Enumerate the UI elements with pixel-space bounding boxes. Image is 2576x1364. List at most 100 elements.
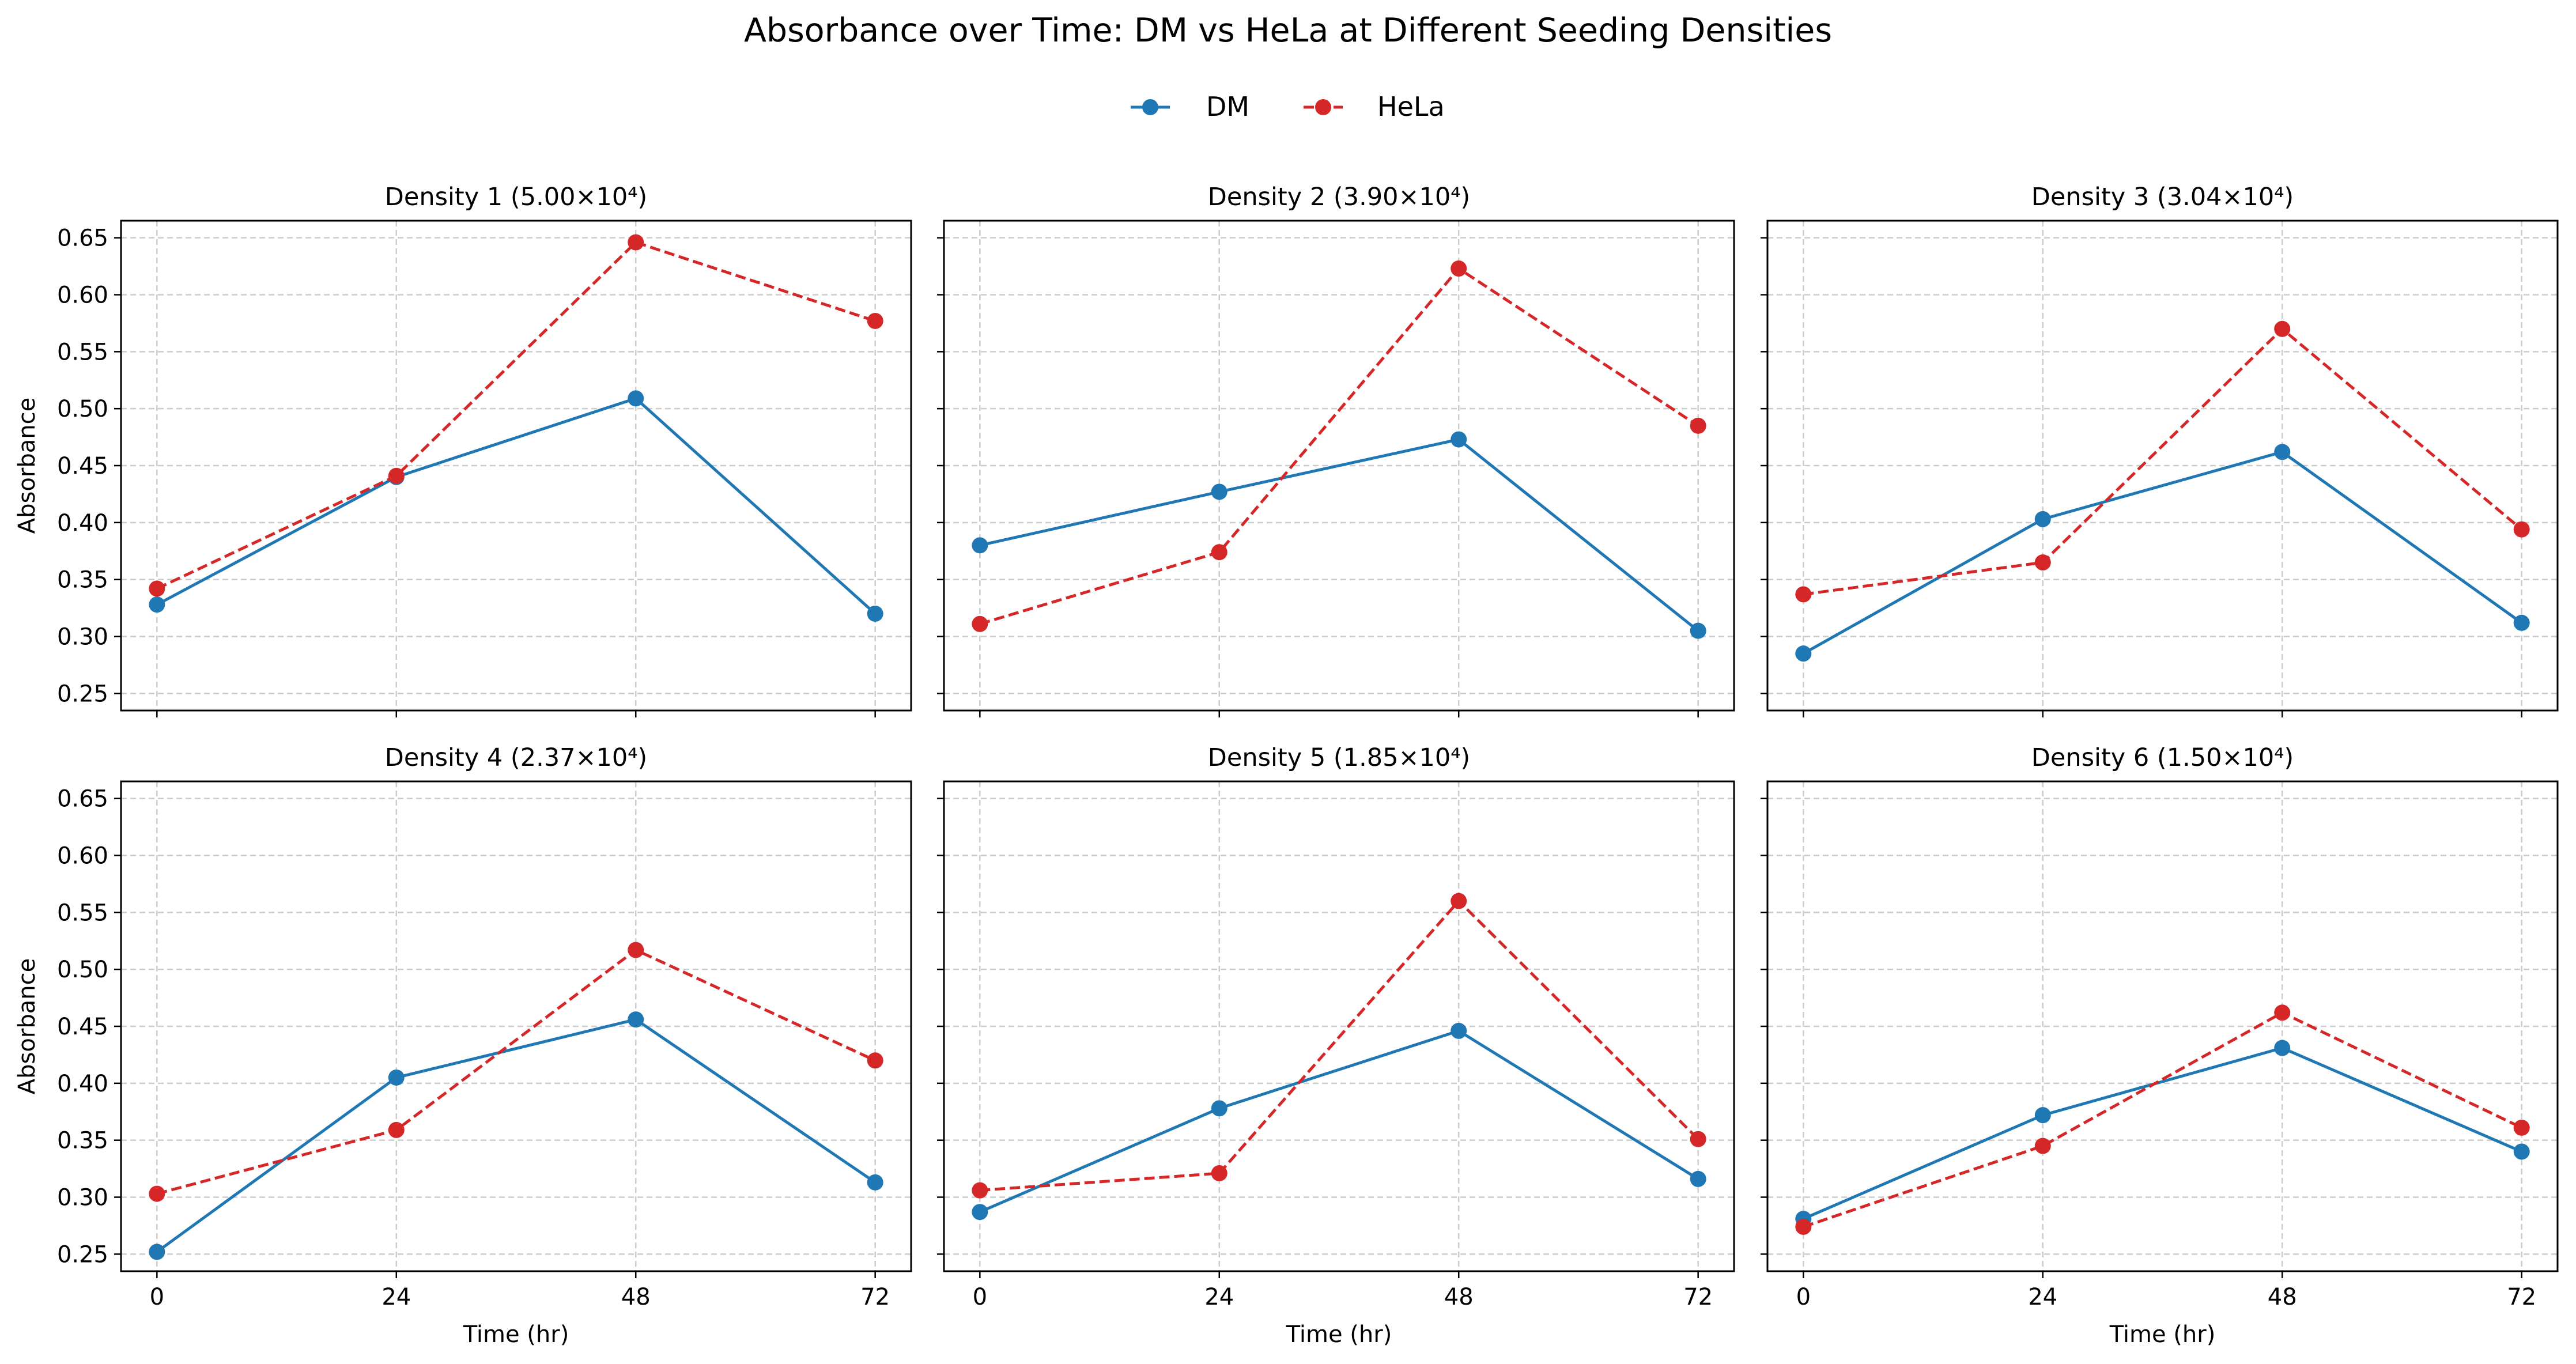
y-tick-label: 0.35: [57, 1128, 108, 1154]
x-axis-label: Time (hr): [1286, 1321, 1392, 1348]
y-tick-label: 0.30: [57, 624, 108, 651]
series-line-hela: [980, 898, 1699, 1192]
data-point-dm: [149, 1244, 165, 1260]
data-point-hela: [2034, 1138, 2051, 1154]
data-point-hela: [388, 1121, 405, 1138]
y-tick-label: 0.25: [57, 1241, 108, 1268]
data-point-hela: [2274, 1004, 2291, 1021]
plot-area: [121, 781, 911, 1271]
data-point-dm: [1690, 1170, 1706, 1187]
plot-frame: [1766, 220, 2559, 712]
plot-area: [1767, 781, 2558, 1271]
data-point-dm: [388, 1069, 405, 1086]
data-point-dm: [628, 1011, 644, 1028]
data-point-hela: [149, 580, 165, 597]
legend-marker-dm: [1142, 99, 1158, 115]
panel-density-6: 0 24 48 72 Density 6 (1.50×10⁴) Time (hr): [1761, 743, 2559, 1348]
plot-area: [944, 781, 1734, 1271]
data-point-dm: [2513, 614, 2530, 631]
y-tick-label: 0.55: [57, 339, 108, 365]
y-tick-label: 0.65: [57, 225, 108, 252]
panels: 0.25 0.30 0.35 0.40 0.45 0.50 0.55 0.60 0.65 Dens…: [14, 183, 2559, 1348]
data-point-dm: [2274, 1040, 2291, 1056]
legend-marker-hela: [1315, 99, 1331, 115]
data-point-dm: [972, 1204, 988, 1221]
x-tick-label: 48: [621, 1284, 651, 1310]
y-axis-label: Absorbance: [14, 398, 40, 534]
data-point-hela: [628, 234, 644, 251]
data-point-hela: [388, 467, 405, 484]
data-point-dm: [1211, 483, 1227, 500]
data-point-dm: [1451, 1022, 1467, 1039]
data-point-dm: [628, 390, 644, 407]
figure-title: Absorbance over Time: DM vs HeLa at Diff…: [744, 12, 1832, 50]
data-point-hela: [1451, 260, 1467, 277]
data-point-hela: [867, 1052, 883, 1069]
data-point-hela: [1690, 1131, 1706, 1147]
data-point-hela: [1690, 417, 1706, 434]
x-axis-label: Time (hr): [463, 1321, 569, 1348]
y-tick-label: 0.40: [57, 510, 108, 536]
x-tick-label: 0: [973, 1284, 987, 1310]
x-tick-label: 24: [2028, 1284, 2057, 1310]
data-point-hela: [1211, 544, 1227, 561]
data-point-hela: [972, 615, 988, 632]
y-tick-label: 0.25: [57, 681, 108, 707]
y-tick-label: 0.50: [57, 396, 108, 422]
panel-title: Density 3 (3.04×10⁴): [2031, 183, 2294, 211]
x-tick-label: 72: [860, 1284, 890, 1310]
panel-density-4: 0.25 0.30 0.35 0.40 0.45 0.50 0.55 0.60 0.65 0 24 4…: [14, 743, 912, 1348]
data-point-dm: [149, 596, 165, 613]
data-point-dm: [2513, 1143, 2530, 1160]
series-line-hela: [156, 948, 876, 1195]
data-point-dm: [1211, 1100, 1227, 1117]
plot-frame: [943, 220, 1735, 712]
data-point-dm: [2034, 511, 2051, 527]
data-point-dm: [1451, 431, 1467, 448]
panel-title: Density 4 (2.37×10⁴): [385, 743, 647, 772]
series-line-dm: [156, 1018, 877, 1253]
data-point-hela: [1795, 1218, 1812, 1235]
y-tick-label: 0.60: [57, 282, 108, 308]
y-tick-label: 0.45: [57, 453, 108, 479]
plot-frame: [1766, 780, 2559, 1272]
panel-title: Density 5 (1.85×10⁴): [1208, 743, 1470, 772]
panel-title: Density 1 (5.00×10⁴): [385, 183, 647, 211]
y-tick-label: 0.30: [57, 1185, 108, 1211]
legend: DM HeLa: [1131, 91, 1445, 122]
data-point-dm: [972, 537, 988, 554]
y-tick-label: 0.55: [57, 900, 108, 926]
data-point-hela: [1211, 1165, 1227, 1181]
y-tick-label: 0.35: [57, 567, 108, 594]
series-line-hela: [979, 266, 1699, 626]
data-point-hela: [867, 312, 883, 329]
data-point-hela: [2034, 554, 2051, 571]
x-tick-label: 0: [150, 1284, 164, 1310]
data-point-hela: [628, 942, 644, 958]
series-line-dm: [979, 1029, 1699, 1214]
data-point-dm: [2034, 1107, 2051, 1124]
plot-frame: [120, 780, 912, 1272]
x-tick-label: 24: [1204, 1284, 1234, 1310]
data-point-dm: [867, 1174, 883, 1191]
series-line-hela: [1803, 1011, 2522, 1229]
series-line-hela: [1803, 327, 2523, 596]
y-axis-label: Absorbance: [14, 958, 40, 1094]
data-point-dm: [1690, 622, 1706, 639]
data-point-hela: [2513, 1119, 2530, 1136]
x-tick-label: 24: [382, 1284, 411, 1310]
series-line-dm: [156, 396, 877, 615]
data-point-hela: [2274, 320, 2291, 337]
panel-density-1: 0.25 0.30 0.35 0.40 0.45 0.50 0.55 0.60 0.65 Dens…: [14, 183, 912, 717]
data-point-dm: [867, 605, 883, 622]
panel-density-2: Density 2 (3.90×10⁴): [937, 183, 1735, 717]
y-tick-label: 0.65: [57, 786, 108, 813]
y-tick-label: 0.45: [57, 1014, 108, 1040]
series-line-hela: [156, 240, 876, 590]
data-point-hela: [149, 1185, 165, 1202]
x-tick-label: 72: [1683, 1284, 1713, 1310]
x-tick-label: 48: [2268, 1284, 2297, 1310]
series-line-dm: [1803, 1046, 2522, 1221]
data-point-hela: [2513, 521, 2530, 538]
